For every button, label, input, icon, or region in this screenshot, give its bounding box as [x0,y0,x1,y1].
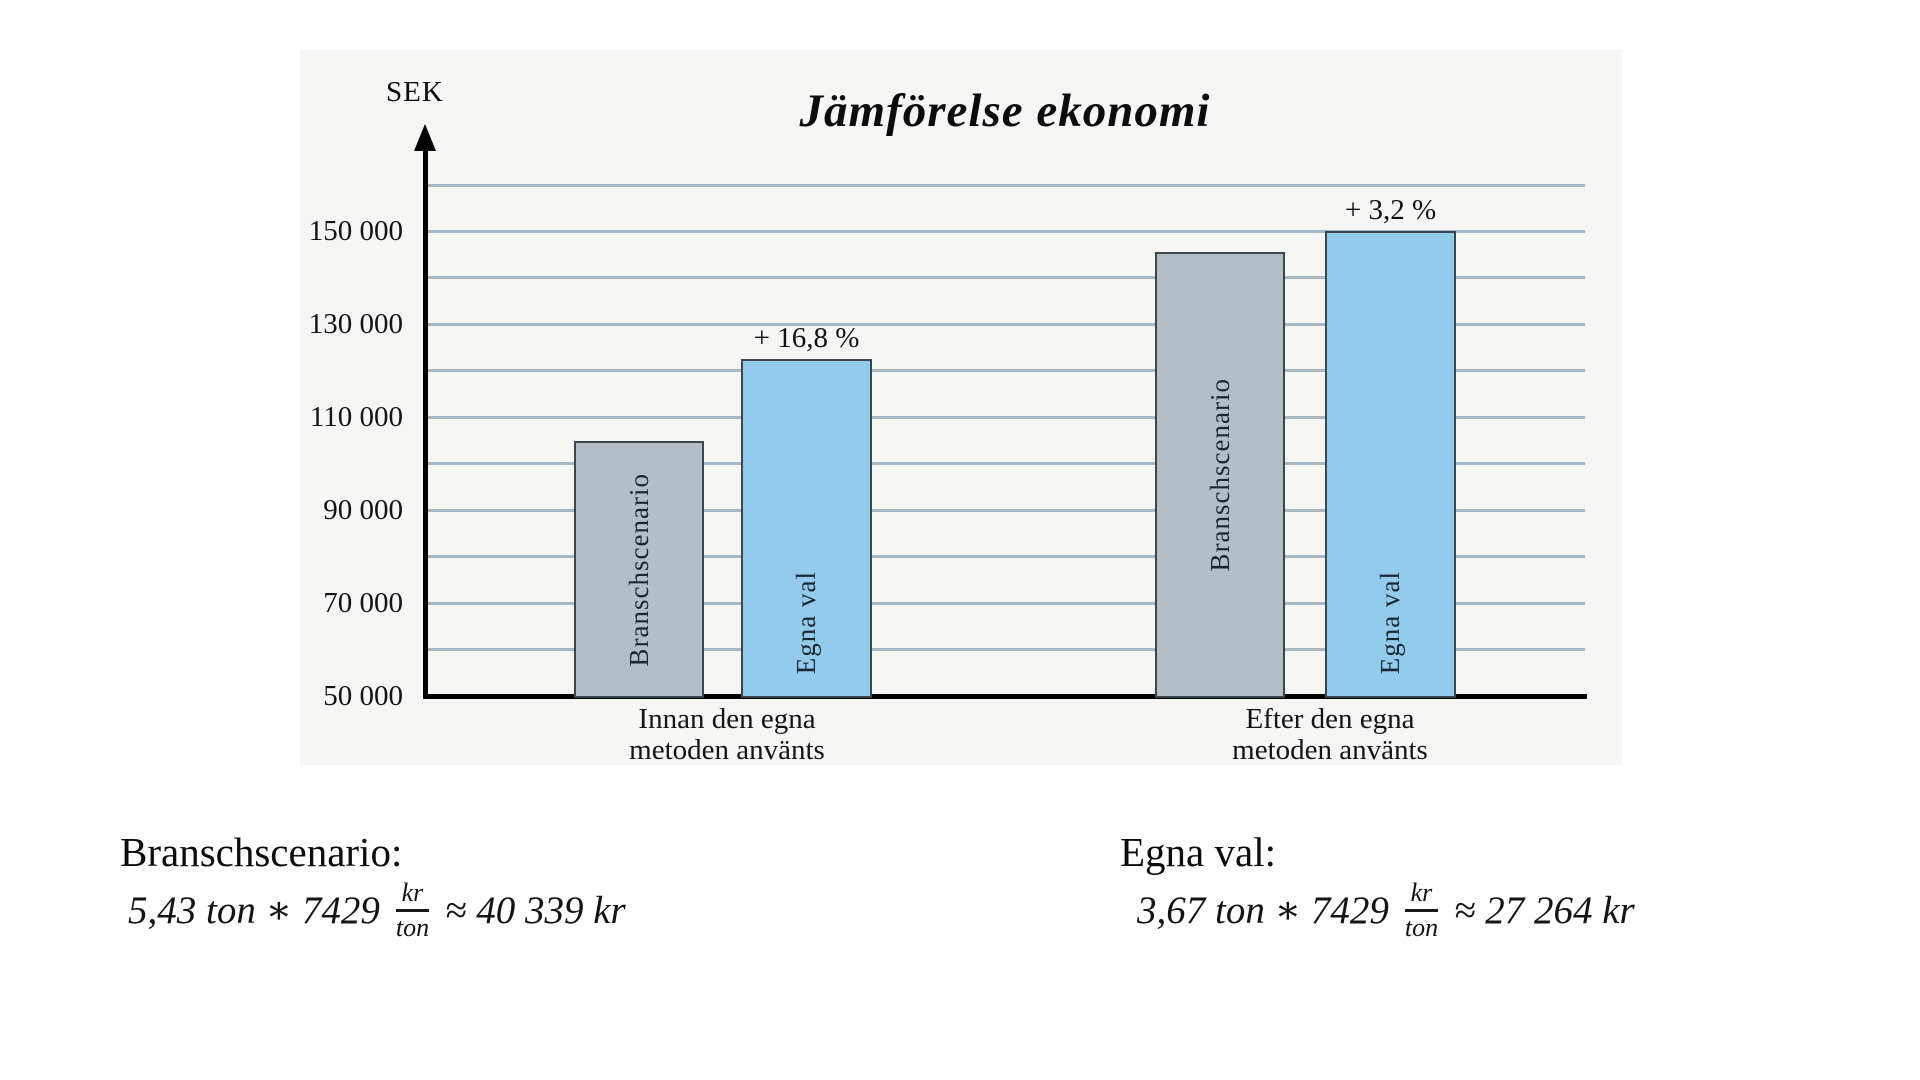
gridline [427,508,1585,512]
x-category-label-group1: Innan den egna metoden använts [577,704,877,766]
x-category-line: metoden använts [1232,734,1428,766]
calculation-formula: 3,67 ton ∗ 7429 kr ton ≈ 27 264 kr [1137,878,1635,943]
fraction-denominator: ton [1404,912,1439,942]
percent-annotation-group1: + 16,8 % [753,321,860,354]
x-category-line: metoden använts [629,734,825,766]
bar-label: Branschscenario [623,472,654,666]
calculation-heading: Branschscenario: [120,829,403,875]
gridline [427,601,1585,605]
y-axis-line [423,148,428,699]
gridline [427,322,1585,326]
gridline [427,462,1585,466]
y-axis-unit-label: SEK [386,76,444,108]
bar-branschscenario-group1: Branschscenario [574,440,704,698]
calculation-branschscenario: Branschscenario: 5,43 ton ∗ 7429 kr ton … [120,828,626,943]
x-category-line: Efter den egna [1245,703,1415,735]
bar-egna-val-group2: Egna val [1325,231,1456,698]
gridline [427,369,1585,373]
fraction-numerator: kr [1404,878,1439,912]
bar-label: Branschscenario [1204,378,1235,572]
fraction-numerator: kr [395,878,430,912]
x-category-line: Innan den egna [638,703,816,735]
fraction-kr-per-ton: kr ton [390,878,435,943]
bar-label: Egna val [791,570,821,674]
fraction-kr-per-ton: kr ton [1399,878,1444,943]
calculation-formula: 5,43 ton ∗ 7429 kr ton ≈ 40 339 kr [128,878,626,943]
formula-lead: 5,43 ton ∗ 7429 [128,888,380,932]
y-tick-label: 150 000 [308,215,403,248]
fraction-denominator: ton [395,912,430,942]
calculation-egna-val: Egna val: 3,67 ton ∗ 7429 kr ton ≈ 27 26… [1120,828,1635,943]
gridline [427,415,1585,419]
gridline [427,648,1585,652]
bar-egna-val-group1: Egna val [741,358,872,698]
y-tick-label: 90 000 [323,494,403,527]
y-tick-label: 70 000 [323,587,403,620]
gridline [427,276,1585,280]
y-tick-label: 50 000 [323,680,403,712]
formula-result: ≈ 27 264 kr [1454,888,1635,932]
gridline [427,555,1585,559]
x-category-label-group2: Efter den egna metoden använts [1180,704,1480,766]
percent-annotation-group2: + 3,2 % [1344,194,1437,227]
gridline [427,229,1585,233]
formula-lead: 3,67 ton ∗ 7429 [1137,888,1389,932]
y-axis-arrow-icon [414,124,436,151]
gridline [427,183,1585,187]
y-tick-label: 130 000 [308,308,403,341]
bar-label: Egna val [1375,570,1405,674]
formula-result: ≈ 40 339 kr [445,888,626,932]
y-tick-label: 110 000 [309,401,403,434]
calculation-heading: Egna val: [1120,829,1276,875]
chart-title: Jämförelse ekonomi [799,85,1211,137]
x-axis-line [423,694,1587,699]
bar-branschscenario-group2: Branschscenario [1155,252,1285,698]
